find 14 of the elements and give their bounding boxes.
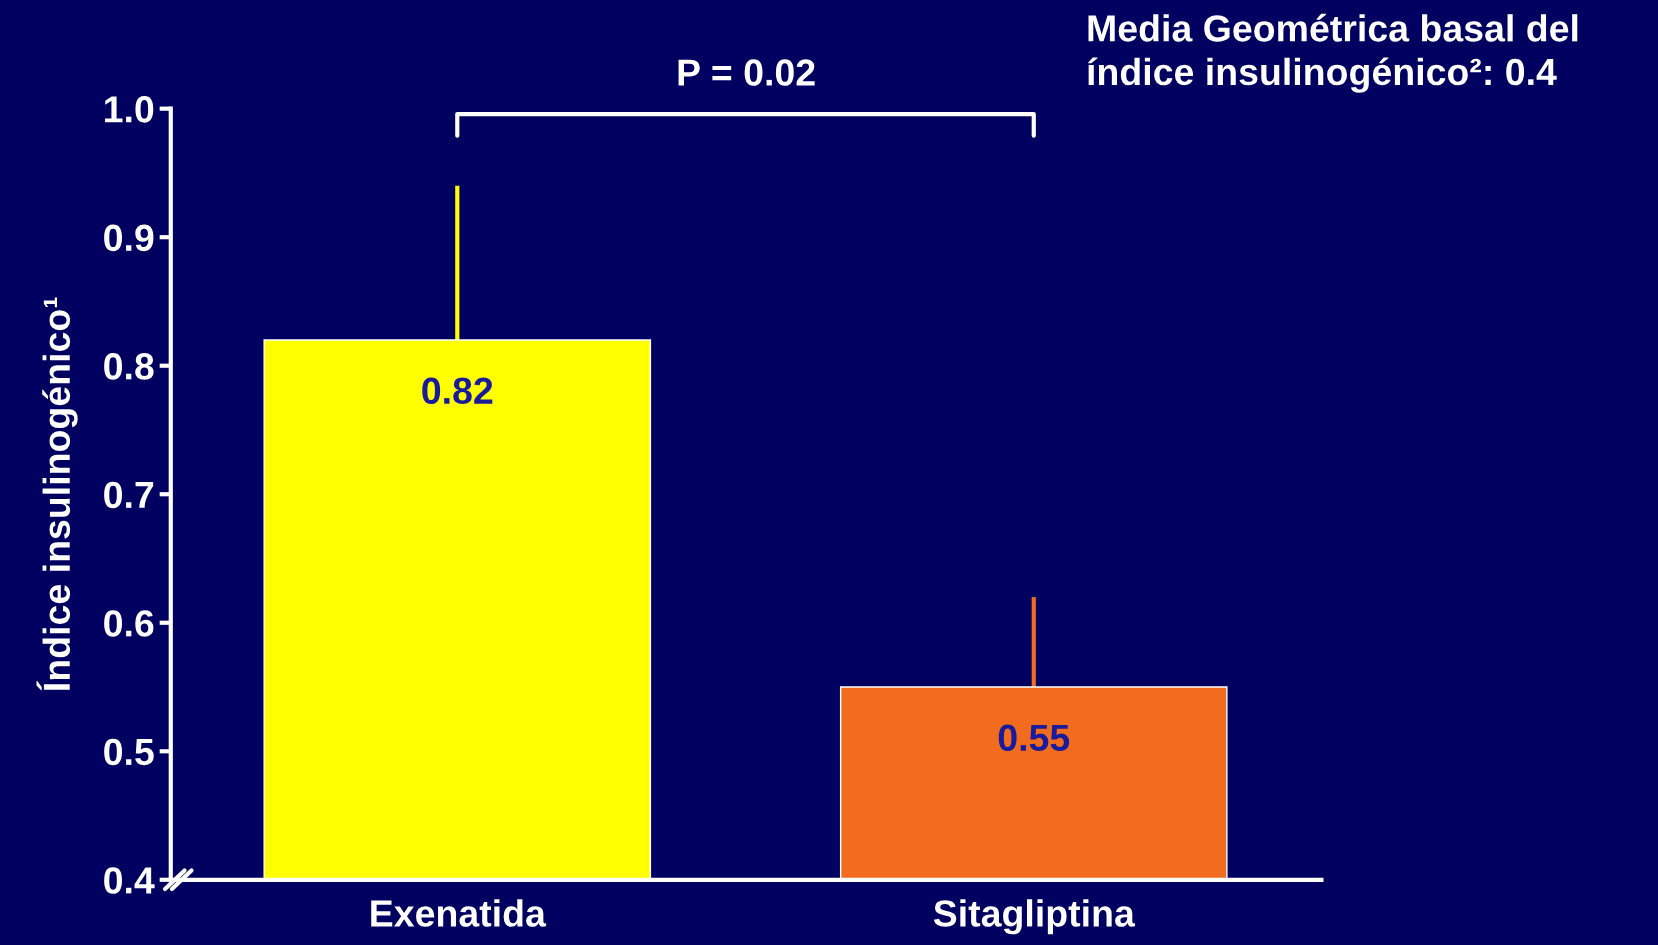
data-label: 0.55	[998, 724, 1070, 752]
y-axis-title: Índice insulinogénico¹	[36, 297, 78, 691]
y-tick-label: 0.4	[104, 867, 155, 894]
y-tick-label: 0.6	[104, 610, 154, 637]
x-tick-label: Exenatida	[371, 899, 547, 927]
x-tick-label: Sitagliptina	[933, 899, 1136, 935]
text: P = 0.02	[678, 59, 815, 86]
y-tick-label: 0.5	[104, 738, 154, 766]
data-label: 0.82	[422, 377, 493, 405]
y-tick-label: 0.9	[104, 224, 154, 252]
y-tick-label: 1.0	[105, 96, 154, 123]
text: Media Geométrica basal del índice insulinogénico²: 0.4	[1088, 13, 1578, 93]
y-tick-label: 0.8	[104, 353, 154, 380]
y-tick-label: 0.7	[104, 481, 154, 509]
